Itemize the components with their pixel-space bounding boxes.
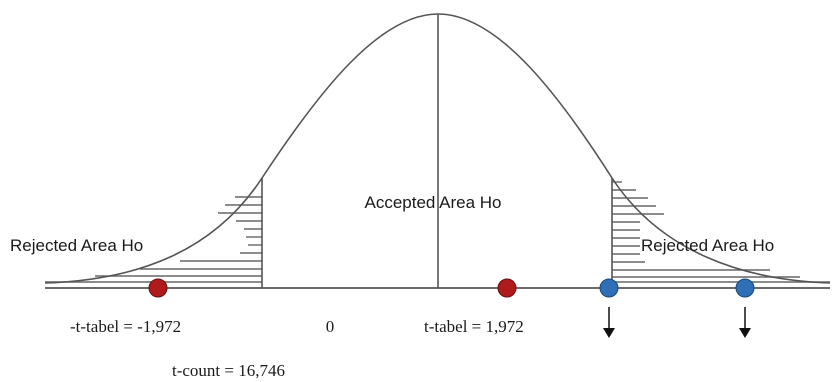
down-arrow-2 <box>739 307 751 338</box>
pos-t-table-label: t-tabel = 1,972 <box>424 317 524 336</box>
zero-label: 0 <box>326 317 335 336</box>
accepted-area-label: Accepted Area Ho <box>364 193 501 212</box>
rejected-area-right-label: Rejected Area Ho <box>641 236 774 255</box>
right-tail-hatching <box>612 181 830 283</box>
down-arrow-1 <box>603 307 615 338</box>
neg-t-table-label: -t-tabel = -1,972 <box>70 317 181 336</box>
neg-t-table-marker <box>148 278 168 298</box>
t-count-marker-2 <box>735 278 755 298</box>
t-count-marker-1 <box>599 278 619 298</box>
t-count-label: t-count = 16,746 <box>172 361 285 380</box>
pos-t-table-marker <box>497 278 517 298</box>
rejected-area-left-label: Rejected Area Ho <box>10 236 143 255</box>
